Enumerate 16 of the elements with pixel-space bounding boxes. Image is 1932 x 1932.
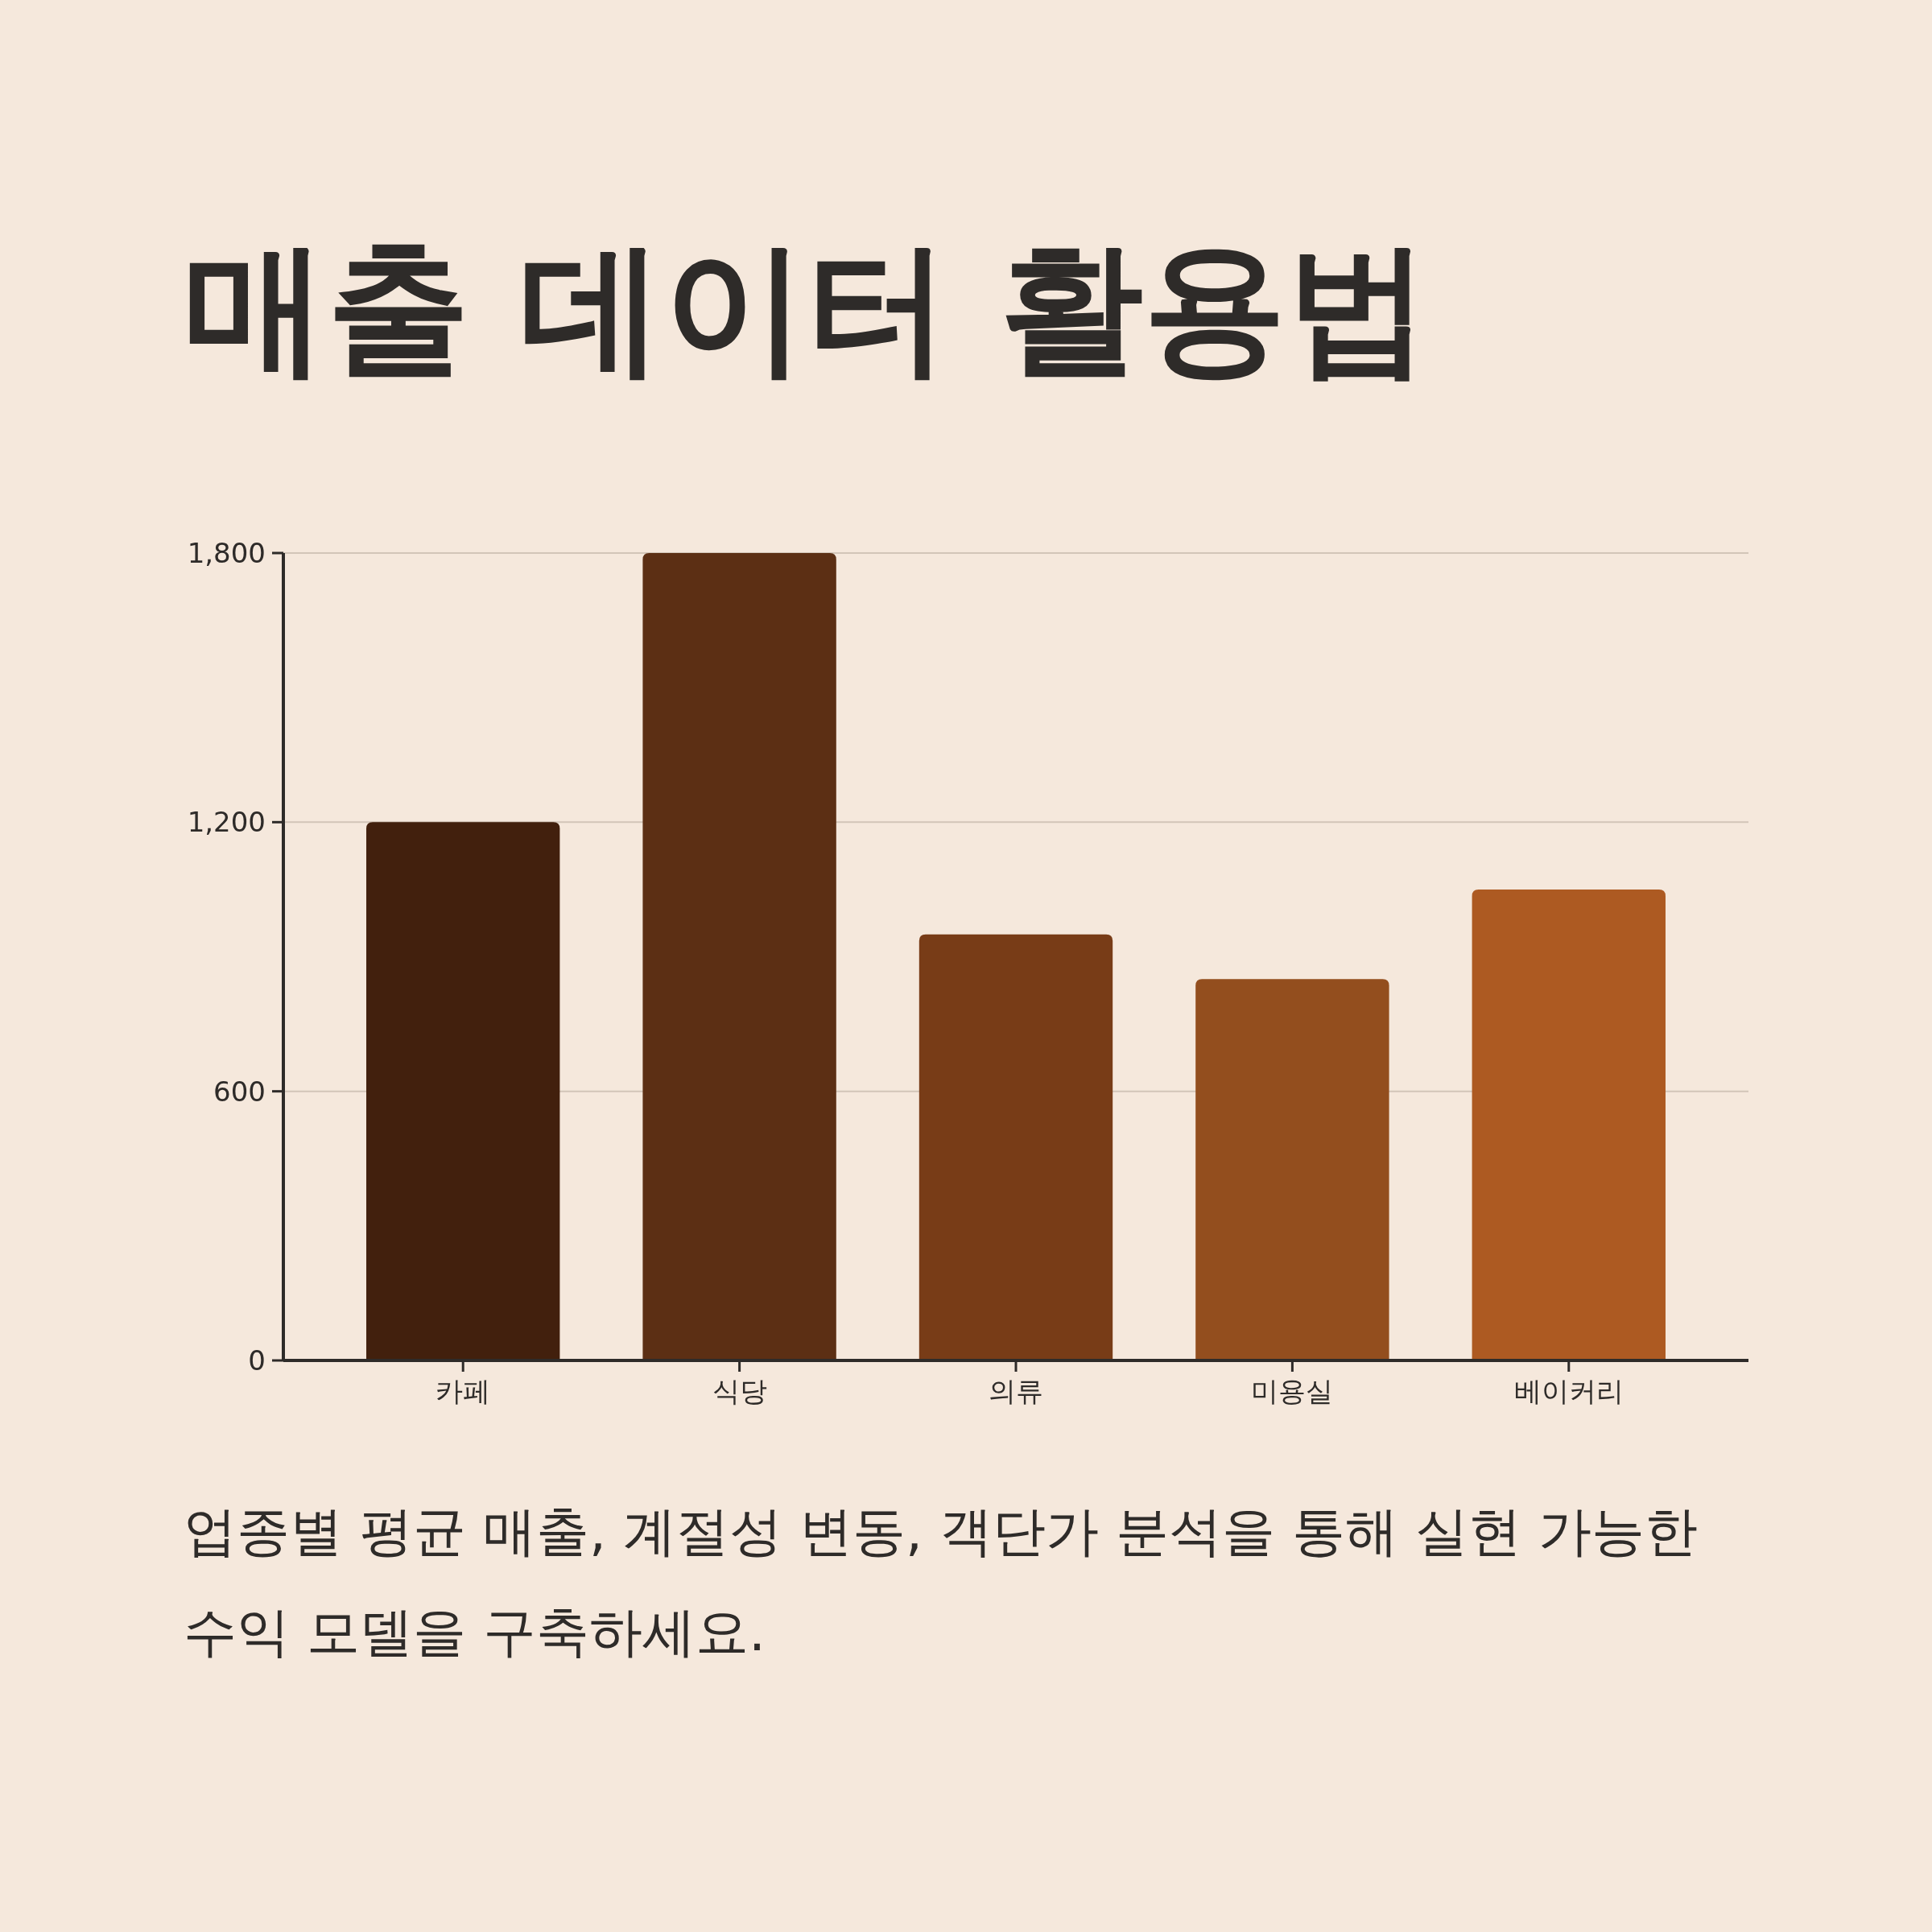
x-tick-label: 미용실 (1251, 1375, 1334, 1407)
bar (642, 553, 836, 1360)
y-tick-label: 600 (213, 1075, 266, 1108)
chart-title: 매출 데이터 활용법 (184, 225, 1430, 391)
bar (1195, 979, 1389, 1360)
bar (366, 822, 560, 1360)
x-tick-label: 의류 (989, 1375, 1043, 1407)
bar (919, 934, 1113, 1360)
y-tick-label: 1,800 (187, 537, 266, 569)
bar (1472, 889, 1666, 1360)
x-tick-label: 베이커리 (1513, 1375, 1624, 1407)
y-tick-label: 1,200 (187, 806, 266, 839)
y-tick-label: 0 (248, 1344, 266, 1377)
x-tick-label: 식당 (712, 1375, 767, 1407)
x-tick-label: 카페 (436, 1375, 491, 1407)
text: 업종별 평균 매출, 계절성 변동, 객단가 분석을 통해 실현 가능한 수익 모델을 구축하세요. (184, 1500, 1699, 1665)
